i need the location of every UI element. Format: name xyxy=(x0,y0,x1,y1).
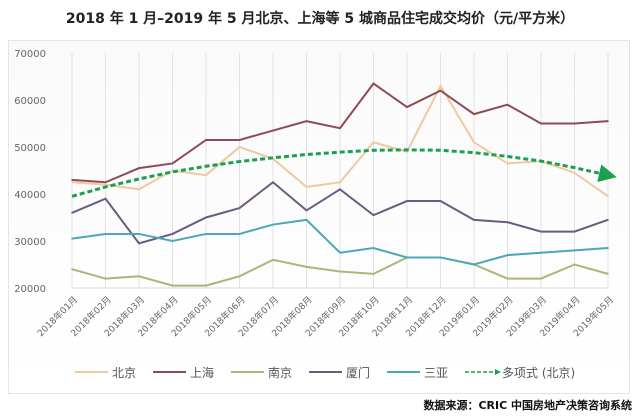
data-point xyxy=(171,284,174,287)
data-point xyxy=(238,139,241,141)
data-point xyxy=(71,212,73,214)
data-point xyxy=(138,233,140,235)
data-point xyxy=(506,103,509,106)
data-point xyxy=(305,266,308,268)
data-point xyxy=(406,106,408,108)
data-point xyxy=(339,181,341,184)
data-point xyxy=(305,120,308,122)
data-point xyxy=(238,207,241,209)
data-point xyxy=(339,188,341,191)
data-point xyxy=(138,242,140,245)
data-point xyxy=(506,162,509,165)
legend-label: 北京 xyxy=(112,366,136,380)
legend-label: 三亚 xyxy=(424,366,448,380)
data-point xyxy=(540,277,542,280)
legend-label: 多项式 (北京) xyxy=(502,366,575,380)
data-point xyxy=(372,82,375,85)
data-point xyxy=(439,85,442,87)
data-point xyxy=(473,141,475,144)
data-point xyxy=(171,162,174,165)
data-point xyxy=(104,183,107,186)
data-point xyxy=(372,247,375,249)
data-point xyxy=(372,273,375,275)
data-point xyxy=(473,113,475,115)
data-point xyxy=(238,146,241,148)
data-point xyxy=(573,249,576,252)
data-point xyxy=(439,200,442,202)
data-point xyxy=(104,233,107,235)
data-point xyxy=(573,230,576,233)
data-point xyxy=(406,256,408,259)
data-point xyxy=(104,181,107,184)
y-tick-label: 70000 xyxy=(14,49,46,60)
data-point xyxy=(506,221,509,223)
trendline xyxy=(71,148,617,198)
data-point xyxy=(104,277,107,280)
data-point xyxy=(573,122,576,125)
data-point xyxy=(540,230,542,233)
data-point xyxy=(305,186,308,188)
data-point xyxy=(138,167,140,169)
data-point xyxy=(339,251,341,254)
data-point xyxy=(238,275,241,278)
data-point xyxy=(138,275,140,278)
legend-label: 上海 xyxy=(190,365,214,380)
data-point xyxy=(540,251,542,254)
data-point xyxy=(205,233,207,235)
data-point xyxy=(305,219,308,221)
data-point xyxy=(607,219,609,221)
data-point xyxy=(439,89,442,92)
data-point xyxy=(71,237,73,240)
data-point xyxy=(506,277,509,280)
data-point xyxy=(607,195,609,198)
y-tick-label: 60000 xyxy=(14,96,46,107)
data-point xyxy=(506,254,509,256)
data-point xyxy=(339,270,341,273)
y-tick-label: 50000 xyxy=(14,143,46,154)
data-point xyxy=(607,120,609,122)
data-point xyxy=(138,188,140,191)
data-point xyxy=(272,259,274,261)
data-point xyxy=(439,256,442,259)
data-point xyxy=(171,240,174,242)
data-point xyxy=(339,127,341,129)
legend-arrow-icon xyxy=(495,369,501,375)
data-point xyxy=(540,122,542,125)
data-point xyxy=(272,223,274,226)
data-point xyxy=(272,129,274,132)
chart-title: 2018 年 1 月–2019 年 5 月北京、上海等 5 城商品住宅成交均价（… xyxy=(65,11,575,27)
legend-label: 南京 xyxy=(268,365,292,380)
data-point xyxy=(205,216,207,219)
data-point xyxy=(238,233,241,235)
data-point xyxy=(205,139,207,141)
data-point xyxy=(205,174,207,176)
data-point xyxy=(272,181,274,184)
data-point xyxy=(406,200,408,202)
data-point xyxy=(573,263,576,266)
data-point xyxy=(573,172,576,174)
y-tick-label: 40000 xyxy=(14,190,46,201)
data-point xyxy=(473,219,475,221)
data-point xyxy=(71,179,73,181)
data-point xyxy=(305,209,308,212)
data-point xyxy=(171,233,174,235)
y-tick-label: 30000 xyxy=(14,237,46,248)
data-point xyxy=(473,263,475,266)
data-point xyxy=(71,268,73,271)
legend-label: 厦门 xyxy=(346,365,370,380)
y-tick-label: 20000 xyxy=(14,284,46,295)
data-point xyxy=(372,141,375,144)
data-source: 数据来源：CRIC 中国房地产决策咨询系统 xyxy=(423,399,632,412)
data-point xyxy=(71,181,73,184)
chart-frame xyxy=(8,40,630,394)
data-point xyxy=(372,214,375,216)
data-point xyxy=(104,197,107,200)
data-point xyxy=(607,273,609,275)
data-point xyxy=(205,284,207,287)
data-point xyxy=(607,247,609,249)
